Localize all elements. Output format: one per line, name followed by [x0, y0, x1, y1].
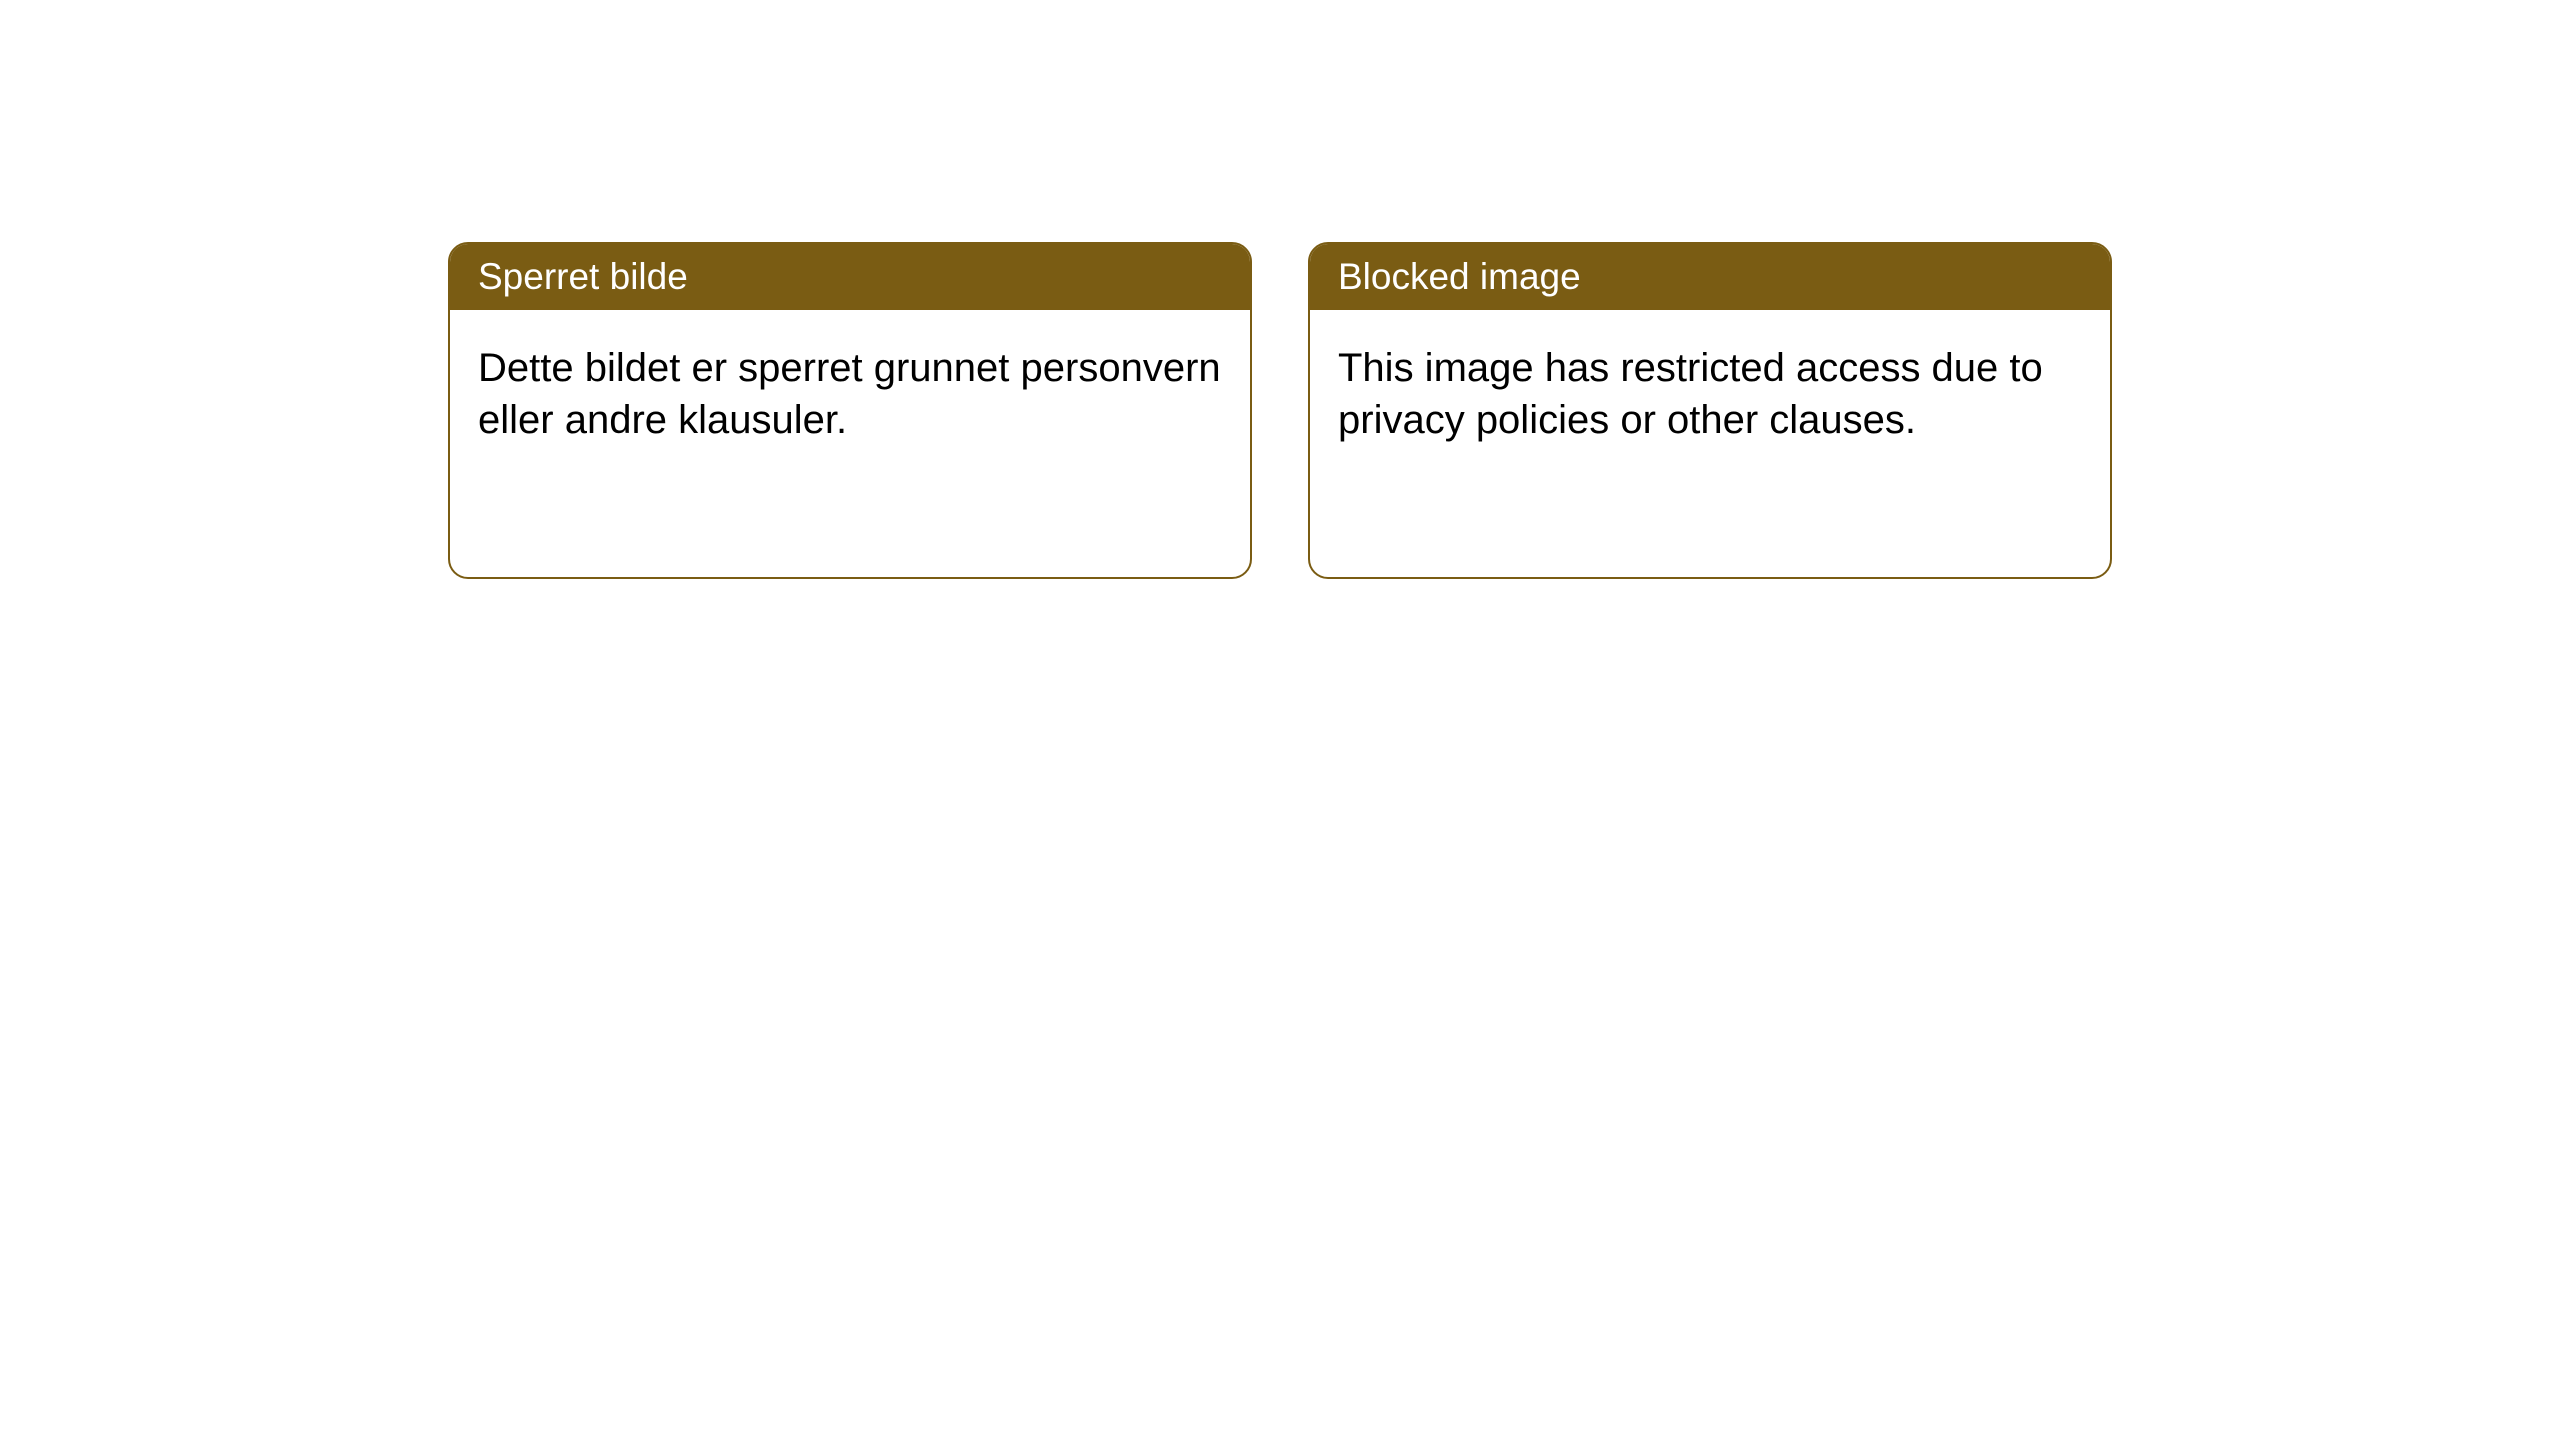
notice-title: Sperret bilde [450, 244, 1250, 310]
notice-container: Sperret bilde Dette bildet er sperret gr… [0, 0, 2560, 579]
notice-title: Blocked image [1310, 244, 2110, 310]
notice-card-norwegian: Sperret bilde Dette bildet er sperret gr… [448, 242, 1252, 579]
notice-body: This image has restricted access due to … [1310, 310, 2110, 478]
notice-body: Dette bildet er sperret grunnet personve… [450, 310, 1250, 478]
notice-card-english: Blocked image This image has restricted … [1308, 242, 2112, 579]
